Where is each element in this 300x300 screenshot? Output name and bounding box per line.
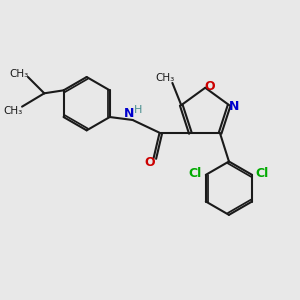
Text: Cl: Cl xyxy=(189,167,202,180)
Text: CH₃: CH₃ xyxy=(155,74,175,83)
Text: CH₃: CH₃ xyxy=(3,106,22,116)
Text: Cl: Cl xyxy=(256,167,269,180)
Text: N: N xyxy=(229,100,240,113)
Text: O: O xyxy=(144,156,155,169)
Text: O: O xyxy=(204,80,215,93)
Text: H: H xyxy=(134,105,142,115)
Text: CH₃: CH₃ xyxy=(10,69,29,79)
Text: N: N xyxy=(124,107,134,120)
